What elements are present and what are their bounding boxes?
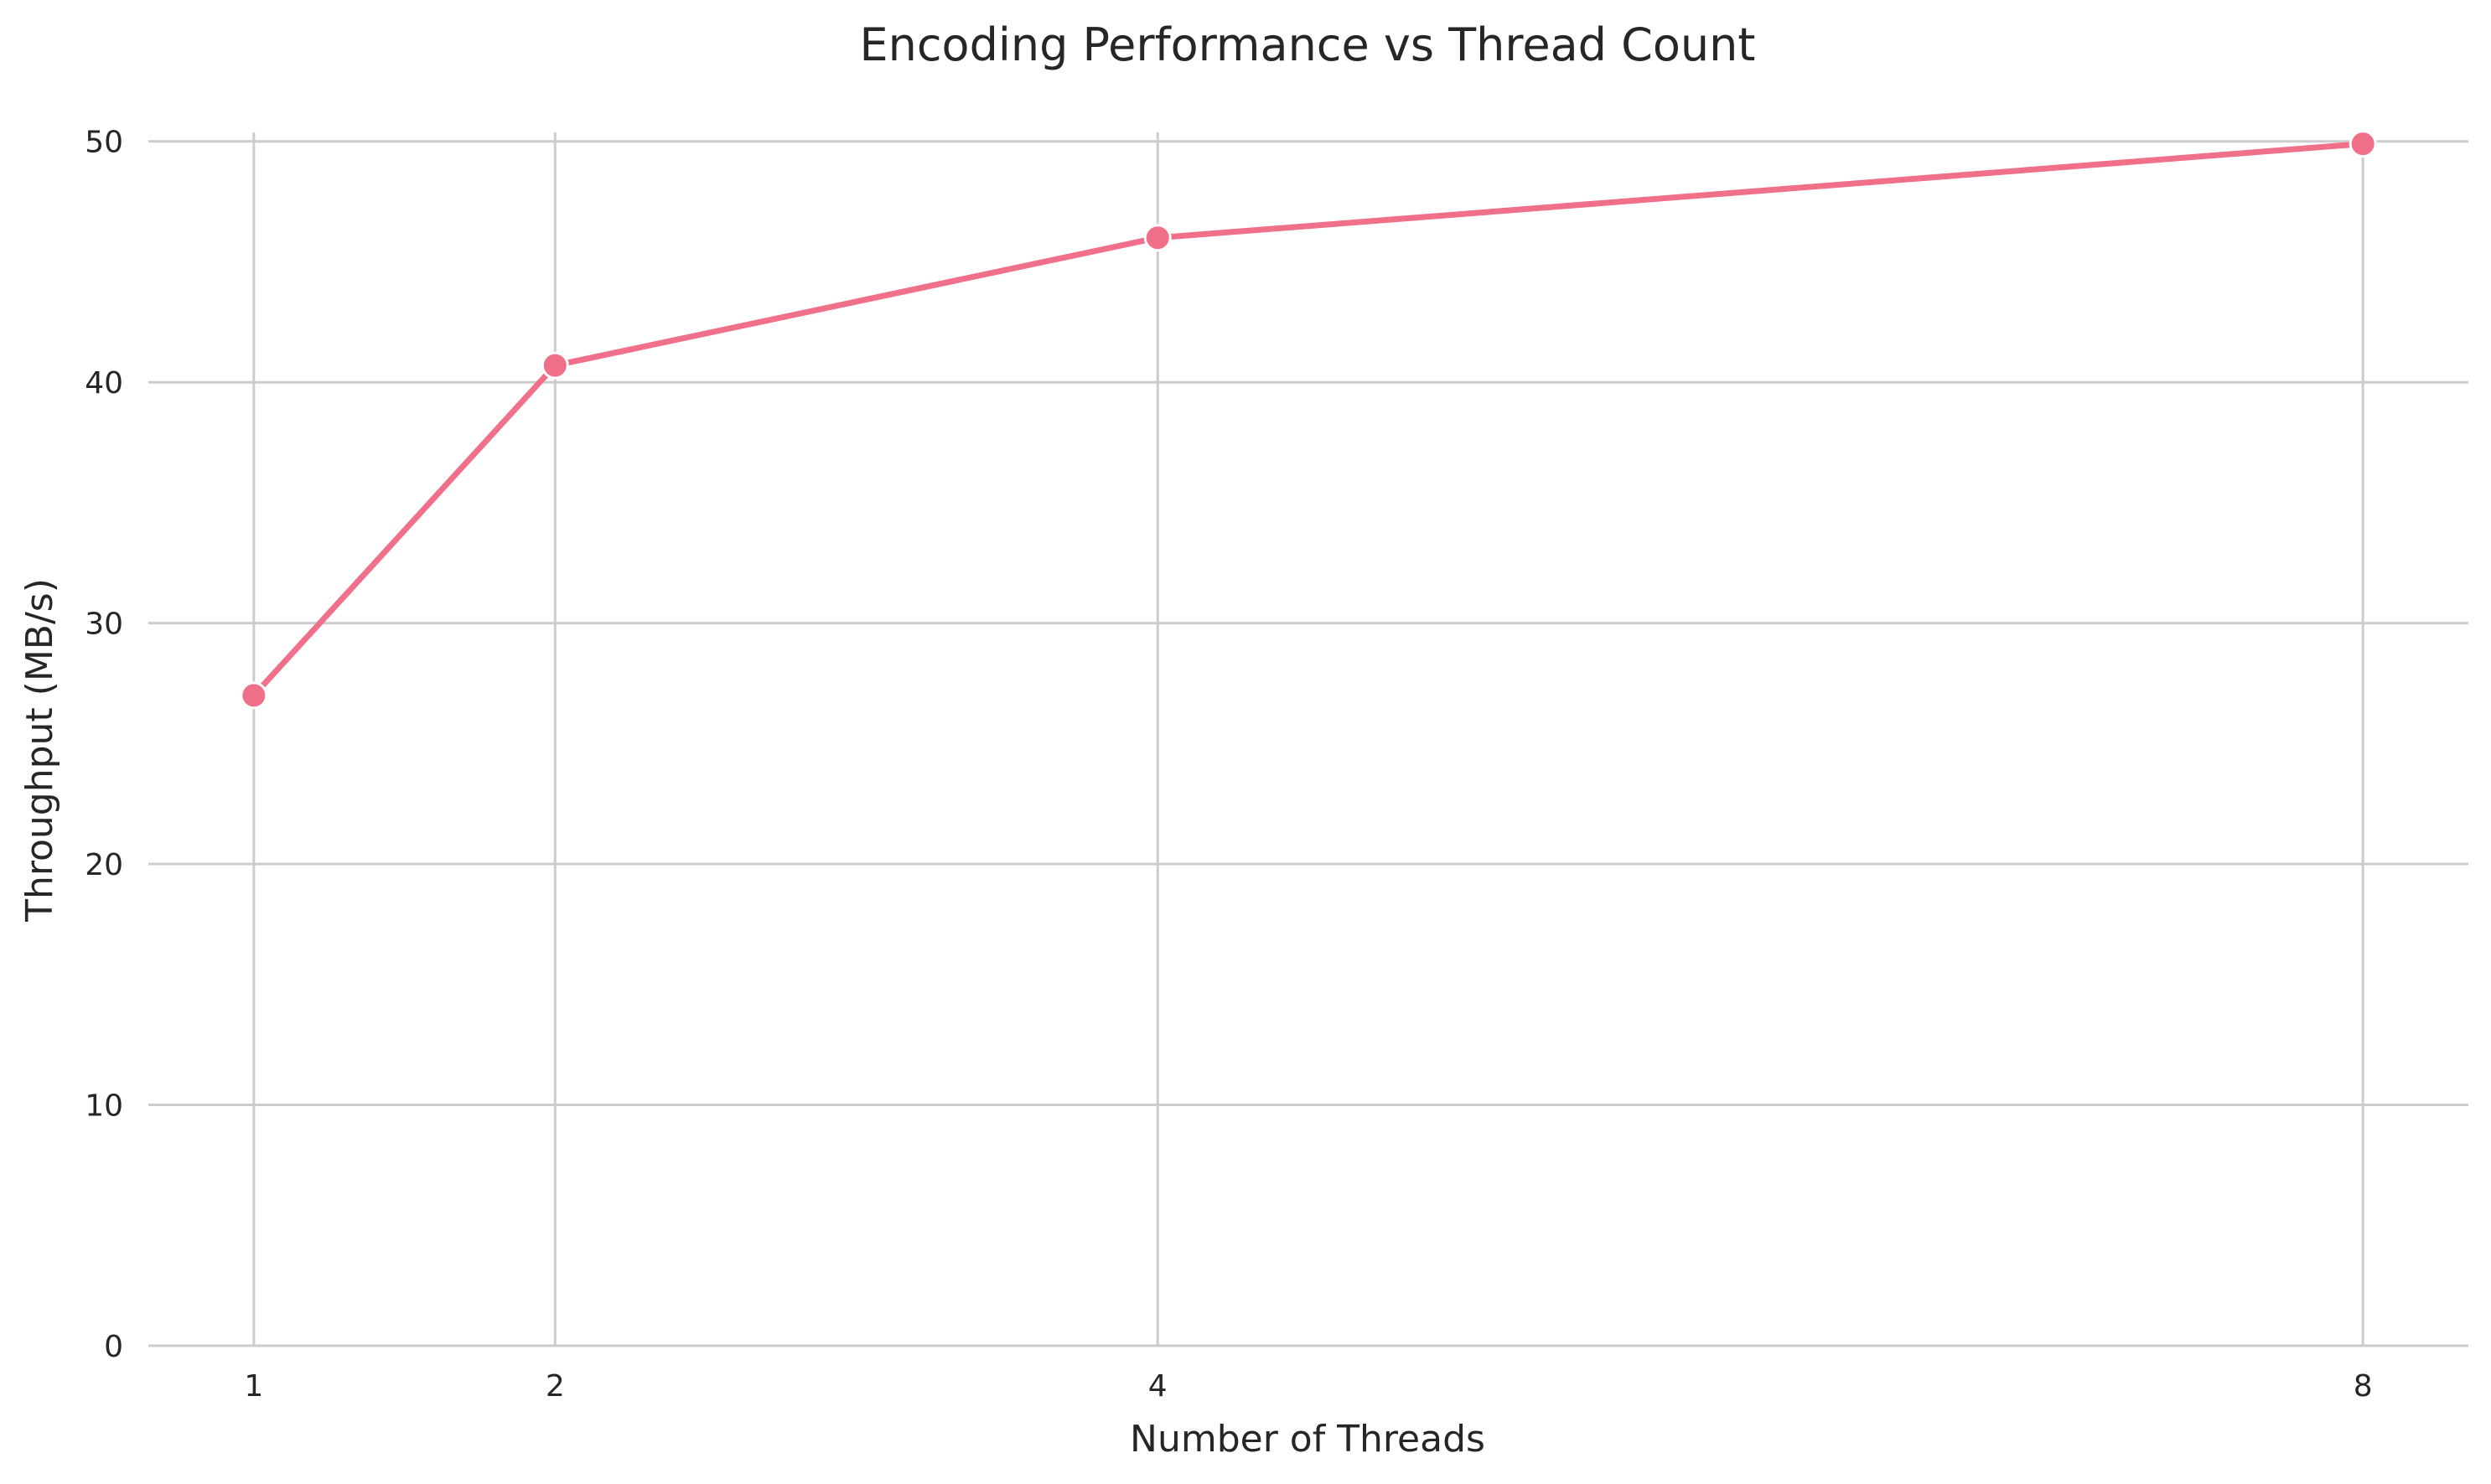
y-tick-label: 10 (85, 1089, 123, 1124)
series-layer (240, 130, 2377, 710)
data-point (2349, 130, 2377, 158)
y-axis-label: Throughput (MB/s) (18, 578, 61, 923)
x-axis-label: Number of Threads (1130, 1418, 1485, 1461)
y-tick-label: 50 (85, 126, 123, 160)
data-point (240, 681, 268, 710)
x-tick-label: 8 (2354, 1369, 2373, 1404)
x-tick-label: 4 (1148, 1369, 1168, 1404)
chart-title: Encoding Performance vs Thread Count (860, 18, 1756, 71)
x-tick-label: 1 (244, 1369, 263, 1404)
y-tick-label: 0 (104, 1330, 123, 1364)
data-point (541, 351, 569, 380)
tick-labels: 0 10 20 30 40 50 1 2 4 8 (85, 126, 2372, 1404)
data-point (1143, 224, 1172, 252)
series-line (251, 141, 2366, 699)
x-tick-label: 2 (546, 1369, 565, 1404)
y-tick-label: 20 (85, 848, 123, 882)
grid (148, 132, 2468, 1347)
y-tick-label: 30 (85, 608, 123, 642)
y-tick-label: 40 (85, 366, 123, 401)
